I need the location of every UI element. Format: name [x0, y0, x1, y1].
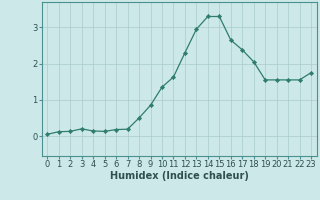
X-axis label: Humidex (Indice chaleur): Humidex (Indice chaleur): [110, 171, 249, 181]
